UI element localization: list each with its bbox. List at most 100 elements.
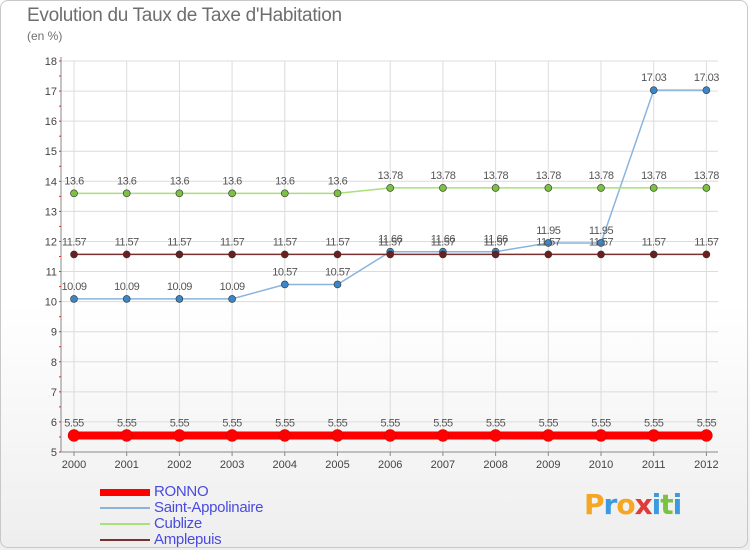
data-label: 13.6: [328, 175, 348, 187]
data-point: [331, 429, 344, 442]
data-point: [175, 250, 184, 259]
logo-letter: i: [672, 488, 683, 521]
data-point: [544, 250, 553, 259]
y-tick-label: 12: [45, 236, 57, 248]
legend-swatch: [100, 488, 150, 496]
data-label: 13.78: [378, 170, 403, 182]
data-label: 10.57: [325, 266, 350, 278]
x-tick-label: 2007: [431, 459, 455, 471]
data-label: 5.55: [64, 417, 84, 429]
logo-letter: t: [660, 488, 673, 521]
data-label: 11.57: [115, 236, 140, 248]
legend-swatch: [100, 523, 150, 525]
proxiti-logo: Proxiti: [584, 488, 683, 521]
logo-letter: x: [634, 488, 653, 521]
data-label: 5.55: [222, 417, 242, 429]
y-tick-label: 11: [46, 267, 57, 279]
data-label: 11.57: [378, 236, 403, 248]
data-label: 10.09: [61, 281, 86, 293]
y-tick-label: 16: [45, 116, 57, 128]
data-label: 11.66: [378, 234, 403, 246]
data-label: 13.78: [588, 170, 613, 182]
x-tick-label: 2009: [536, 459, 560, 471]
y-tick-label: 5: [51, 447, 57, 459]
data-point: [702, 86, 711, 94]
data-point: [439, 250, 447, 259]
data-point: [383, 429, 397, 442]
data-label: 10.57: [272, 266, 297, 278]
y-tick-label: 10: [45, 297, 57, 309]
logo-letter: P: [584, 488, 605, 521]
x-tick-label: 2001: [114, 459, 138, 471]
data-label: 13.78: [536, 170, 561, 182]
y-tick-label: 13: [45, 206, 57, 218]
data-point: [67, 429, 81, 442]
legend-item: Cublize: [100, 515, 400, 532]
data-point: [597, 250, 605, 259]
data-label: 11.57: [62, 236, 87, 248]
y-tick-label: 18: [45, 56, 57, 68]
data-label: 13.6: [222, 175, 242, 187]
data-label: 5.55: [644, 417, 664, 429]
legend-item: RONNO: [100, 483, 400, 500]
data-point: [333, 280, 342, 289]
data-label: 13.6: [117, 175, 137, 187]
data-label: 11.57: [483, 236, 508, 248]
legend-label: Amplepuis: [154, 531, 222, 548]
data-point: [702, 250, 711, 259]
data-point: [439, 184, 447, 192]
data-label: 10.09: [114, 281, 139, 293]
data-point: [333, 189, 342, 198]
data-point: [173, 429, 186, 442]
data-point: [597, 184, 605, 192]
chart-legend: RONNO Saint-Appolinaire Cublize Amplepuis: [100, 483, 400, 548]
data-point: [122, 250, 131, 259]
data-label: 10.09: [220, 281, 245, 293]
data-point: [70, 189, 78, 198]
data-label: 11.95: [589, 225, 614, 237]
data-label: 5.55: [591, 417, 611, 429]
chart-subtitle: (en %): [27, 29, 63, 43]
y-tick-label: 14: [45, 176, 57, 188]
data-label: 11.57: [220, 236, 245, 248]
data-label: 11.57: [536, 236, 561, 248]
data-point: [594, 429, 608, 442]
legend-label: RONNO: [154, 483, 209, 500]
legend-label: Saint-Appolinaire: [154, 499, 264, 516]
x-tick-label: 2010: [589, 459, 613, 471]
data-point: [228, 295, 236, 303]
data-label: 5.55: [539, 417, 559, 429]
data-point: [225, 429, 239, 442]
data-label: 13.78: [430, 170, 455, 182]
data-label: 11.57: [589, 236, 614, 248]
data-point: [228, 189, 236, 198]
data-point: [278, 429, 292, 442]
data-point: [544, 184, 553, 192]
data-point: [647, 429, 660, 442]
data-label: 10.09: [167, 281, 192, 293]
y-tick-label: 8: [51, 357, 57, 369]
x-tick-label: 2003: [220, 459, 244, 471]
data-point: [175, 189, 184, 198]
data-label: 5.55: [328, 417, 348, 429]
data-point: [436, 429, 450, 442]
y-tick-label: 6: [51, 417, 57, 429]
legend-swatch: [100, 539, 150, 541]
logo-letter: i: [651, 488, 662, 521]
data-label: 13.6: [275, 175, 295, 187]
data-label: 5.55: [697, 417, 717, 429]
data-point: [702, 184, 711, 192]
x-tick-label: 2006: [378, 459, 402, 471]
data-label: 13.78: [483, 170, 508, 182]
data-label: 5.55: [275, 417, 295, 429]
data-label: 5.55: [170, 417, 190, 429]
data-point: [386, 184, 395, 192]
data-label: 11.57: [273, 236, 298, 248]
x-tick-label: 2008: [483, 459, 507, 471]
legend-label: Cublize: [154, 515, 202, 532]
data-point: [122, 295, 131, 303]
data-label: 11.57: [694, 236, 719, 248]
data-label: 5.55: [486, 417, 506, 429]
